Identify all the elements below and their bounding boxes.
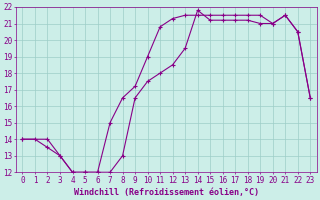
- X-axis label: Windchill (Refroidissement éolien,°C): Windchill (Refroidissement éolien,°C): [74, 188, 259, 197]
